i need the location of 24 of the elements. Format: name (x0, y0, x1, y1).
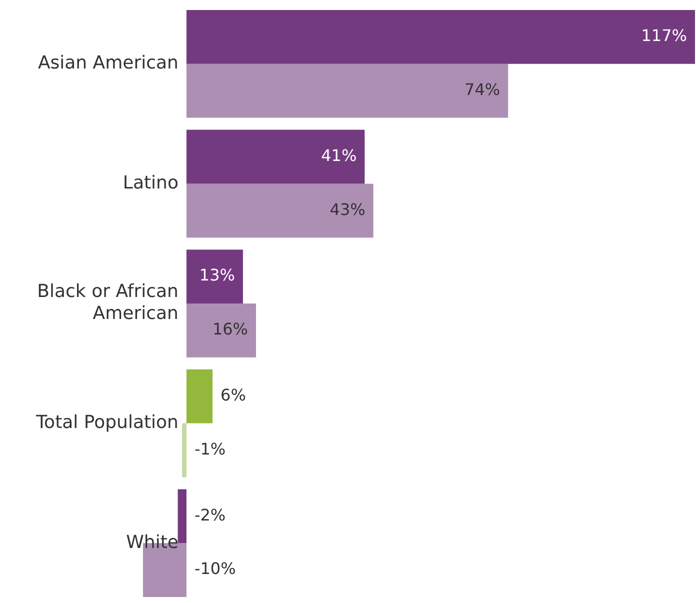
data-label: -10% (194, 559, 236, 578)
bar (182, 423, 186, 478)
y-tick-label: Asian American (38, 52, 178, 74)
bar (186, 369, 213, 424)
bar (186, 250, 243, 304)
data-label: -2% (194, 505, 226, 524)
data-label: 6% (220, 386, 246, 404)
data-label: 41% (321, 146, 357, 165)
data-label: 43% (330, 200, 366, 219)
bar (186, 130, 365, 184)
bar (186, 64, 508, 118)
bar (186, 304, 256, 358)
data-label: 74% (464, 80, 500, 100)
data-label: 117% (641, 26, 687, 46)
data-label: 16% (212, 320, 248, 339)
y-tick-label: White (126, 532, 178, 553)
bar (186, 10, 695, 64)
data-label: -1% (194, 439, 226, 458)
data-label: 13% (199, 266, 235, 285)
y-tick-label: Latino (122, 172, 178, 194)
bar (178, 489, 186, 544)
y-tick-label: Total Population (35, 412, 178, 433)
y-tick-label: Black or African American (37, 281, 178, 324)
bar (186, 184, 374, 238)
